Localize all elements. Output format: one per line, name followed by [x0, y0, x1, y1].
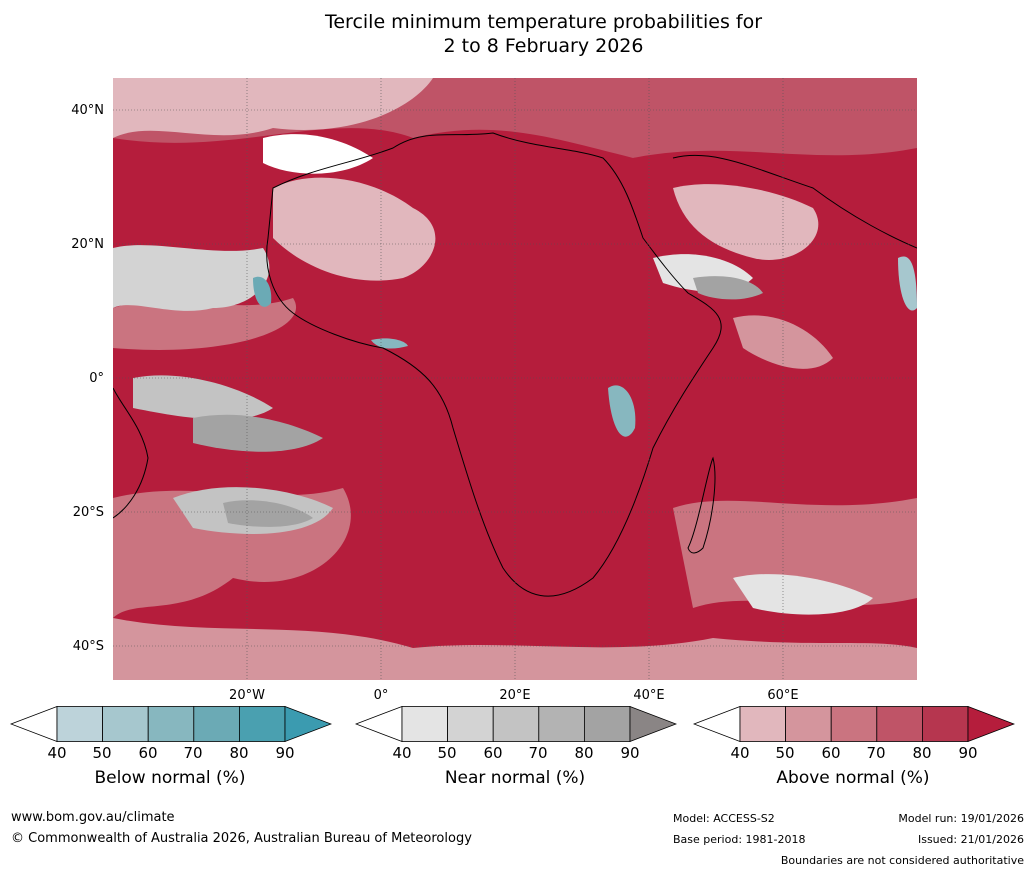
colorbar-below-tick-90: 90 [275, 744, 295, 762]
colorbar-0-segment-2 [147, 706, 195, 742]
colorbar-0-segment-4 [238, 706, 286, 742]
footer-model: Model: ACCESS-S2 [673, 812, 775, 825]
colorbar-below-title: Below normal (%) [94, 768, 246, 788]
colorbar-1-segment-3 [538, 706, 585, 742]
footer-disclaimer: Boundaries are not considered authoritat… [780, 854, 1024, 867]
colorbar-below-tick-70: 70 [183, 744, 203, 762]
no-signal-north-africa [263, 134, 373, 174]
probability-map [113, 78, 917, 680]
near-normal-atlantic-2 [193, 414, 323, 452]
colorbar-near-tick-60: 60 [483, 744, 503, 762]
footer-issued: Issued: 21/01/2026 [917, 833, 1024, 846]
colorbar-below-tick-80: 80 [229, 744, 249, 762]
lat-label-20s: 20°S [72, 505, 104, 520]
colorbar-2-high-extend [967, 706, 1015, 742]
colorbar-above-tick-50: 50 [775, 744, 795, 762]
colorbar-above-tick-60: 60 [821, 744, 841, 762]
title-line-2: 2 to 8 February 2026 [443, 35, 644, 57]
lat-label-20n: 20°N [71, 237, 104, 252]
colorbar-0-high-extend [284, 706, 332, 742]
title-line-1: Tercile minimum temperature probabilitie… [324, 11, 763, 33]
colorbar-1-high-extend [629, 706, 677, 742]
map-svg [113, 78, 917, 680]
footer-model-run: Model run: 19/01/2026 [898, 812, 1024, 825]
colorbar-2-segment-0 [739, 706, 786, 742]
colorbar-above-title: Above normal (%) [776, 768, 930, 788]
colorbar-1-segment-0 [401, 706, 448, 742]
colorbar-above-tick-90: 90 [958, 744, 978, 762]
colorbar-0-low-extend [10, 706, 58, 742]
colorbar-near-tick-40: 40 [392, 744, 412, 762]
colorbar-1-low-extend [355, 706, 403, 742]
colorbar-1-segment-4 [583, 706, 631, 742]
colorbar-above-tick-40: 40 [730, 744, 750, 762]
colorbar-0-segment-3 [193, 706, 240, 742]
map-title: Tercile minimum temperature probabilitie… [0, 10, 1035, 58]
near-normal-yemen [693, 276, 763, 300]
colorbar-2-low-extend [693, 706, 741, 742]
south-america-coastline [113, 387, 149, 519]
colorbar-2-segment-1 [785, 706, 832, 742]
footer-website: www.bom.gov.au/climate [11, 810, 175, 825]
below-normal-gulf-guinea [371, 338, 408, 349]
colorbar-near-tick-50: 50 [437, 744, 457, 762]
lat-label-40s: 40°S [72, 639, 104, 654]
colorbar-near-tick-90: 90 [620, 744, 640, 762]
colorbar-below-tick-40: 40 [47, 744, 67, 762]
region-arabia-light [673, 184, 819, 260]
colorbar-near-tick-80: 80 [574, 744, 594, 762]
near-normal-atlantic-1 [133, 375, 273, 420]
gridlines [113, 78, 917, 680]
colorbar-below-tick-60: 60 [138, 744, 158, 762]
region-atlantic-medium [113, 298, 297, 350]
near-normal-west-africa [113, 245, 270, 311]
below-normal-senegal [253, 276, 272, 307]
lon-label-40e: 40°E [633, 688, 665, 703]
colorbar-1-segment-2 [492, 706, 540, 742]
near-normal-indian-south [733, 574, 873, 615]
colorbar-0-segment-0 [56, 706, 103, 742]
colorbar-below-tick-50: 50 [92, 744, 112, 762]
region-north-atlantic-light [113, 78, 433, 138]
region-sahara-west-light [273, 177, 436, 281]
below-normal-india [898, 256, 917, 311]
colorbar-below-normal [10, 706, 332, 742]
lon-label-20w: 20°W [229, 688, 265, 703]
region-indian-south-medium [673, 498, 917, 608]
lat-label-40n: 40°N [71, 103, 104, 118]
colorbar-above-normal [693, 706, 1015, 742]
colorbar-near-tick-70: 70 [528, 744, 548, 762]
footer-copyright: © Commonwealth of Australia 2026, Austra… [11, 831, 472, 846]
colorbar-near-title: Near normal (%) [444, 768, 586, 788]
colorbar-above-tick-70: 70 [866, 744, 886, 762]
footer-base-period: Base period: 1981-2018 [673, 833, 806, 846]
lon-label-20e: 20°E [499, 688, 531, 703]
colorbar-above-tick-80: 80 [912, 744, 932, 762]
lon-label-0: 0° [373, 688, 389, 703]
lon-label-60e: 60°E [767, 688, 799, 703]
africa-coastline [266, 132, 722, 597]
colorbar-0-segment-1 [102, 706, 149, 742]
madagascar-coastline [687, 456, 716, 554]
near-normal-south-atlantic-dark [223, 500, 313, 527]
colorbar-2-segment-2 [830, 706, 878, 742]
colorbar-2-segment-3 [876, 706, 923, 742]
colorbar-near-normal [355, 706, 677, 742]
lat-label-0: 0° [89, 371, 104, 386]
below-normal-tanzania [608, 385, 636, 437]
asia-coastline [672, 154, 917, 249]
colorbar-2-segment-4 [921, 706, 969, 742]
colorbar-1-segment-1 [447, 706, 494, 742]
